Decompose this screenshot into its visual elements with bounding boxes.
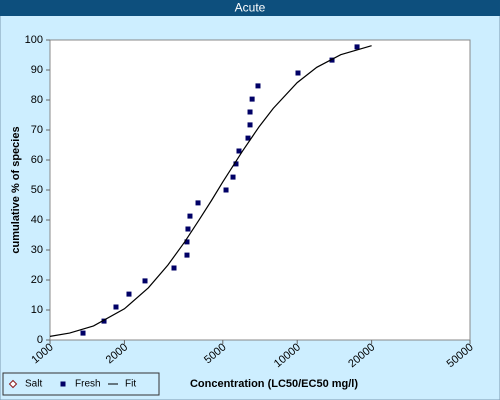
y-tick-label: 60 — [31, 154, 43, 166]
y-tick-label: 30 — [31, 244, 43, 256]
y-tick-label: 70 — [31, 124, 43, 136]
point — [126, 291, 132, 297]
y-tick-label: 80 — [31, 94, 43, 106]
legend-label: Salt — [25, 379, 42, 390]
point — [195, 200, 201, 206]
legend-marker — [60, 381, 66, 387]
y-tick-label: 40 — [31, 214, 43, 226]
legend-label: Fresh — [75, 379, 101, 390]
point — [185, 226, 191, 232]
chart-title: Acute — [235, 1, 266, 15]
point — [101, 318, 107, 324]
point — [184, 239, 190, 245]
point — [255, 83, 261, 89]
y-tick-label: 100 — [25, 34, 43, 46]
point — [223, 187, 229, 193]
y-tick-label: 20 — [31, 274, 43, 286]
point — [247, 109, 253, 115]
fit-line — [49, 45, 372, 337]
y-axis-label: cumulative % of species — [10, 126, 22, 253]
point — [230, 174, 236, 180]
legend-marker — [8, 379, 18, 389]
point — [233, 161, 239, 167]
point — [187, 213, 193, 219]
point — [80, 330, 86, 336]
plot-area — [49, 39, 471, 341]
y-tick-label: 0 — [37, 334, 43, 346]
point — [184, 252, 190, 258]
point — [245, 135, 251, 141]
legend-box — [2, 372, 160, 396]
point — [142, 278, 148, 284]
point — [171, 265, 177, 271]
y-tick-label: 90 — [31, 64, 43, 76]
legend-label: Fit — [125, 379, 136, 390]
point — [247, 122, 253, 128]
point — [329, 57, 335, 63]
title-bar — [0, 0, 500, 16]
point — [295, 70, 301, 76]
y-tick-label: 10 — [31, 304, 43, 316]
point — [354, 44, 360, 50]
point — [113, 304, 119, 310]
y-tick-label: 50 — [31, 184, 43, 196]
x-axis-label: Concentration (LC50/EC50 mg/l) — [190, 378, 358, 390]
point — [236, 148, 242, 154]
point — [249, 96, 255, 102]
